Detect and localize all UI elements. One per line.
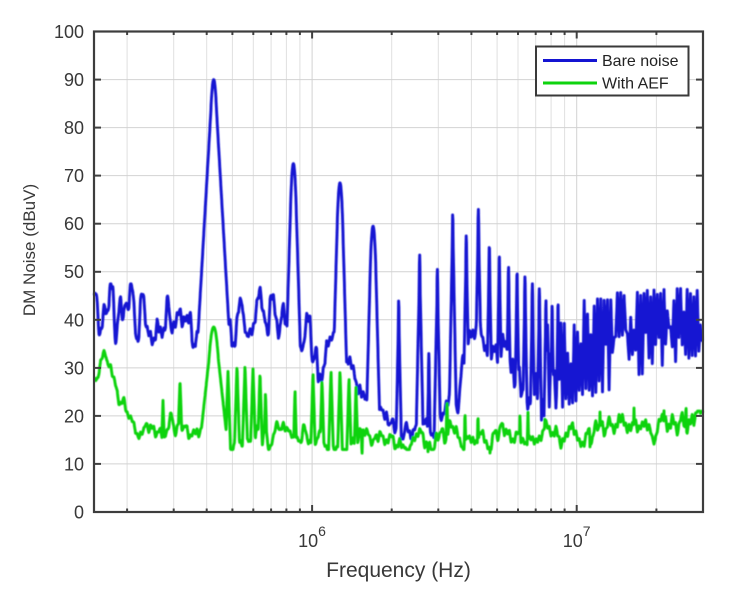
svg-text:10: 10 bbox=[64, 454, 84, 474]
svg-text:80: 80 bbox=[64, 118, 84, 138]
svg-text:100: 100 bbox=[54, 22, 84, 42]
svg-text:60: 60 bbox=[64, 214, 84, 234]
svg-text:10: 10 bbox=[298, 531, 318, 551]
svg-text:50: 50 bbox=[64, 262, 84, 282]
svg-text:40: 40 bbox=[64, 310, 84, 330]
svg-text:90: 90 bbox=[64, 70, 84, 90]
svg-text:Frequency (Hz): Frequency (Hz) bbox=[326, 559, 471, 582]
svg-text:DM Noise (dBuV): DM Noise (dBuV) bbox=[20, 184, 39, 316]
svg-text:30: 30 bbox=[64, 358, 84, 378]
svg-text:10: 10 bbox=[563, 531, 583, 551]
svg-text:Bare noise: Bare noise bbox=[602, 53, 679, 70]
svg-text:20: 20 bbox=[64, 406, 84, 426]
svg-text:6: 6 bbox=[318, 523, 326, 539]
svg-text:0: 0 bbox=[74, 503, 84, 523]
svg-text:With AEF: With AEF bbox=[602, 76, 669, 93]
svg-text:7: 7 bbox=[583, 523, 591, 539]
svg-text:70: 70 bbox=[64, 166, 84, 186]
